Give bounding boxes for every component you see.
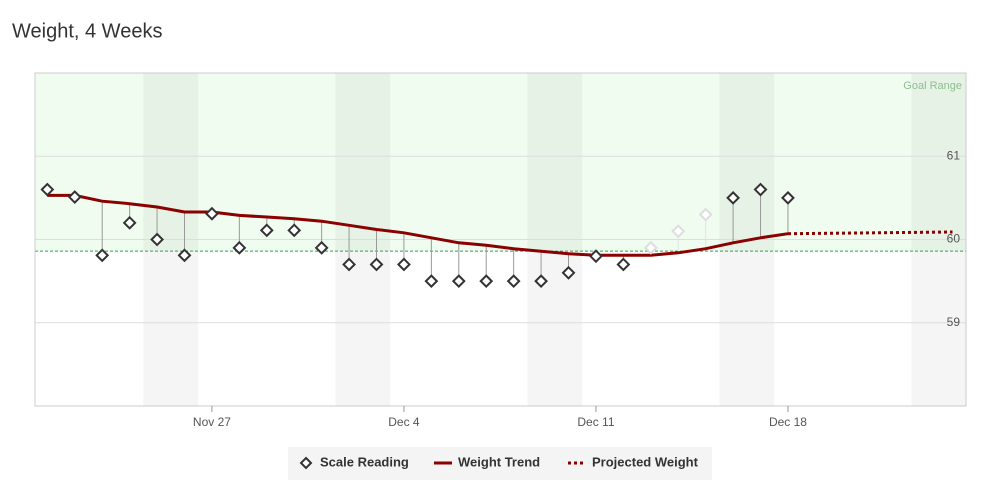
goal-range-band <box>35 73 966 252</box>
scale-reading <box>643 240 658 255</box>
scale-reading <box>726 190 741 205</box>
legend-box <box>288 447 712 480</box>
scale-reading <box>698 207 713 222</box>
scale-reading <box>259 223 274 238</box>
scale-reading <box>177 248 192 263</box>
scale-reading <box>561 265 576 280</box>
scale-reading <box>616 257 631 272</box>
scale-reading <box>342 257 356 272</box>
scale-reading <box>369 257 384 272</box>
scale-reading <box>314 240 329 255</box>
legend-marker <box>299 456 313 470</box>
scale-reading <box>479 274 494 289</box>
y-tick-label: 60 <box>947 232 961 246</box>
scale-reading <box>589 249 603 264</box>
x-tick-label: Dec 18 <box>769 415 807 429</box>
scale-reading <box>534 274 548 289</box>
legend-label[interactable]: Projected Weight <box>592 454 699 469</box>
scale-reading <box>397 257 411 272</box>
legend-label[interactable]: Scale Reading <box>320 454 409 469</box>
scale-reading <box>40 182 55 197</box>
scale-reading <box>232 240 247 255</box>
scale-reading <box>150 232 164 247</box>
trend-line <box>47 193 789 257</box>
scale-reading <box>671 224 686 239</box>
scale-reading <box>781 190 795 205</box>
x-tick-label: Dec 11 <box>577 415 614 429</box>
chart-title: Weight, 4 Weeks <box>12 20 162 42</box>
scale-reading <box>205 206 219 221</box>
scale-reading <box>122 215 137 230</box>
scale-reading <box>451 274 466 289</box>
scale-reading <box>753 182 768 197</box>
plot-border <box>34 72 967 407</box>
legend-label[interactable]: Weight Trend <box>458 454 540 469</box>
y-tick-label: 61 <box>947 148 961 162</box>
scale-reading <box>287 223 302 238</box>
scale-reading <box>424 274 439 289</box>
scale-reading <box>506 274 521 289</box>
x-tick-label: Dec 4 <box>388 415 420 429</box>
scale-reading <box>67 190 82 204</box>
goal-label: Goal Range <box>903 80 962 92</box>
y-tick-label: 59 <box>947 315 961 329</box>
scale-reading <box>95 248 110 263</box>
x-tick-label: Nov 27 <box>193 415 231 429</box>
